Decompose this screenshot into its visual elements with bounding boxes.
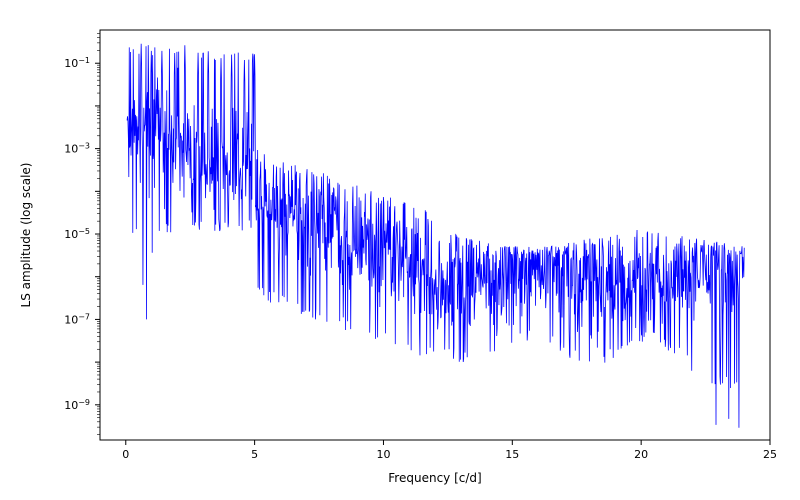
xtick-label: 5	[251, 448, 258, 461]
chart-svg: 051015202510−910−710−510−310−1Frequency …	[0, 0, 800, 500]
xtick-label: 0	[122, 448, 129, 461]
xtick-label: 10	[376, 448, 390, 461]
ls-periodogram-chart: 051015202510−910−710−510−310−1Frequency …	[0, 0, 800, 500]
xtick-label: 15	[505, 448, 519, 461]
xtick-label: 25	[763, 448, 777, 461]
xtick-label: 20	[634, 448, 648, 461]
y-axis-label: LS amplitude (log scale)	[19, 163, 33, 308]
x-axis-label: Frequency [c/d]	[388, 471, 481, 485]
